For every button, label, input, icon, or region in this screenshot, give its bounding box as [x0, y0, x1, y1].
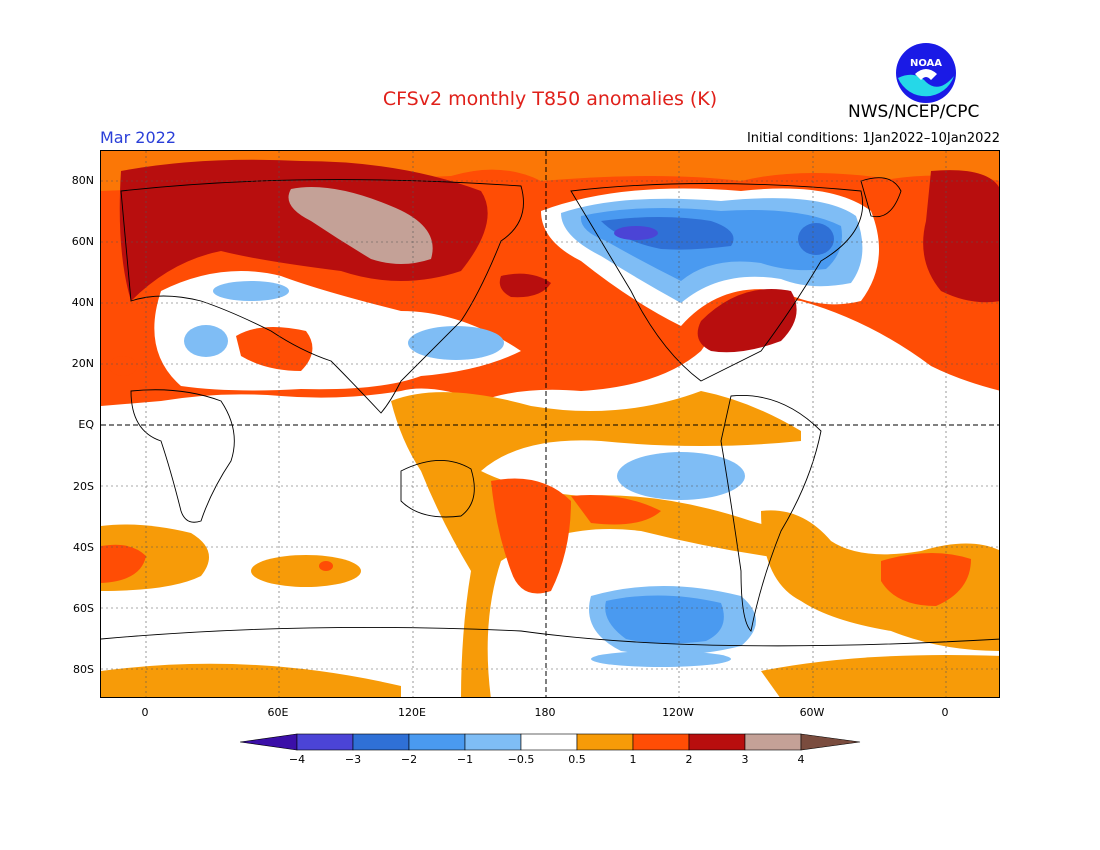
- svg-text:NOAA: NOAA: [910, 58, 942, 69]
- anomaly-region-europe-red: [923, 170, 999, 303]
- anomaly-region-arctic-red: [119, 159, 488, 301]
- anomaly-region-antarctic-orange: [101, 663, 401, 697]
- colorbar-label-05: 0.5: [568, 753, 586, 766]
- lat-label-80n: 80N: [71, 174, 94, 187]
- colorbar-label-minus05: −0.5: [507, 753, 535, 766]
- anomaly-region-tropical-pacific-cold: [617, 452, 745, 500]
- lon-label-60e: 60E: [267, 706, 289, 719]
- colorbar-label-2: 2: [685, 753, 693, 766]
- anomaly-region-india-warm: [236, 327, 313, 371]
- initial-conditions-label: Initial conditions: 1Jan2022–10Jan2022: [746, 131, 1000, 146]
- organization-label: NWS/NCEP/CPC: [848, 102, 980, 122]
- colorbar-bin-orange-1: [632, 733, 690, 751]
- colorbar-bin-blue-05: [464, 733, 522, 751]
- map-reference-lines: [101, 151, 999, 697]
- page-title: CFSv2 monthly T850 anomalies (K): [382, 88, 718, 110]
- anomaly-region-southern-ocean-red-west: [101, 544, 146, 583]
- lat-label-eq: EQ: [78, 418, 94, 431]
- colorbar-label-3: 3: [741, 753, 749, 766]
- coastline-eurasia: [120, 179, 524, 414]
- colorbar-arrow-high: [800, 733, 861, 751]
- colorbar: [240, 733, 861, 751]
- colorbar-bin-blue-2: [352, 733, 410, 751]
- lat-label-60s: 60S: [73, 602, 94, 615]
- anomaly-region-south-indian-red: [319, 561, 333, 571]
- anomaly-region-pacific-red: [499, 273, 551, 298]
- coastline-australia: [400, 460, 475, 518]
- colorbar-bin-brown-3: [744, 733, 802, 751]
- anomaly-region-tasman-warm: [491, 478, 571, 594]
- lon-label-60w: 60W: [799, 706, 825, 719]
- colorbar-label-minus4: −4: [288, 753, 306, 766]
- anomaly-region-antarctic-orange-east: [761, 655, 999, 697]
- anomaly-map: [100, 150, 1000, 698]
- colorbar-bin-neutral: [520, 733, 578, 751]
- lon-label-0-west: 0: [141, 706, 149, 719]
- anomaly-region-southern-ocean-cold-core: [605, 595, 724, 644]
- lon-label-120e: 120E: [398, 706, 426, 719]
- lat-label-40s: 40S: [73, 541, 94, 554]
- coastline-africa: [130, 389, 235, 523]
- anomaly-region-south-indian-orange: [251, 555, 361, 587]
- anomaly-region-namerica-cold-min: [614, 226, 658, 240]
- colorbar-label-minus3: −3: [344, 753, 362, 766]
- coastline-antarctica: [101, 626, 999, 647]
- colorbar-bin-blue-1: [408, 733, 466, 751]
- colorbar-bin-blue-3: [296, 733, 354, 751]
- anomaly-region-south-pacific-warm: [571, 495, 661, 525]
- coastline-greenland: [860, 177, 902, 218]
- valid-month-label: Mar 2022: [100, 128, 176, 147]
- colorbar-label-minus1: −1: [456, 753, 474, 766]
- anomaly-region-south-atlantic-red: [881, 552, 971, 606]
- colorbar-label-1: 1: [629, 753, 637, 766]
- anomaly-region-tropical-orange: [391, 391, 821, 697]
- anomaly-region-siberia-brown: [288, 187, 433, 264]
- continent-outlines: [101, 177, 999, 647]
- anomaly-region-namerica-cold-center: [601, 217, 734, 250]
- anomaly-region-south-america-orange: [761, 510, 999, 651]
- lon-label-120w: 120W: [662, 706, 694, 719]
- colorbar-bin-orange-05: [576, 733, 634, 751]
- lat-label-20n: 20N: [71, 357, 94, 370]
- colorbar-bin-red-2: [688, 733, 746, 751]
- anomaly-region-pacific-nw-cold: [408, 326, 504, 360]
- colorbar-label-4: 4: [797, 753, 805, 766]
- anomaly-region-nw-africa-warm: [109, 356, 137, 376]
- coastline-south-america: [720, 395, 822, 632]
- anomaly-map-svg: [101, 151, 999, 697]
- coastline-north-america: [570, 183, 864, 382]
- lat-label-20s: 20S: [73, 480, 94, 493]
- lat-label-80s: 80S: [73, 663, 94, 676]
- lat-label-40n: 40N: [71, 296, 94, 309]
- colorbar-arrow-low: [240, 733, 298, 751]
- noaa-logo-icon: NOAA: [896, 43, 956, 103]
- lon-label-0-east: 0: [941, 706, 949, 719]
- lon-label-180: 180: [534, 706, 556, 719]
- anomaly-region-mideast-cold: [184, 325, 228, 357]
- anomaly-region-central-asia-cold: [213, 281, 289, 301]
- colorbar-label-minus2: −2: [400, 753, 418, 766]
- anomaly-region-labrador-cold: [798, 223, 834, 255]
- lat-label-60n: 60N: [71, 235, 94, 248]
- map-gridlines: [101, 151, 999, 697]
- anomaly-region-antarctic-cold: [591, 651, 731, 667]
